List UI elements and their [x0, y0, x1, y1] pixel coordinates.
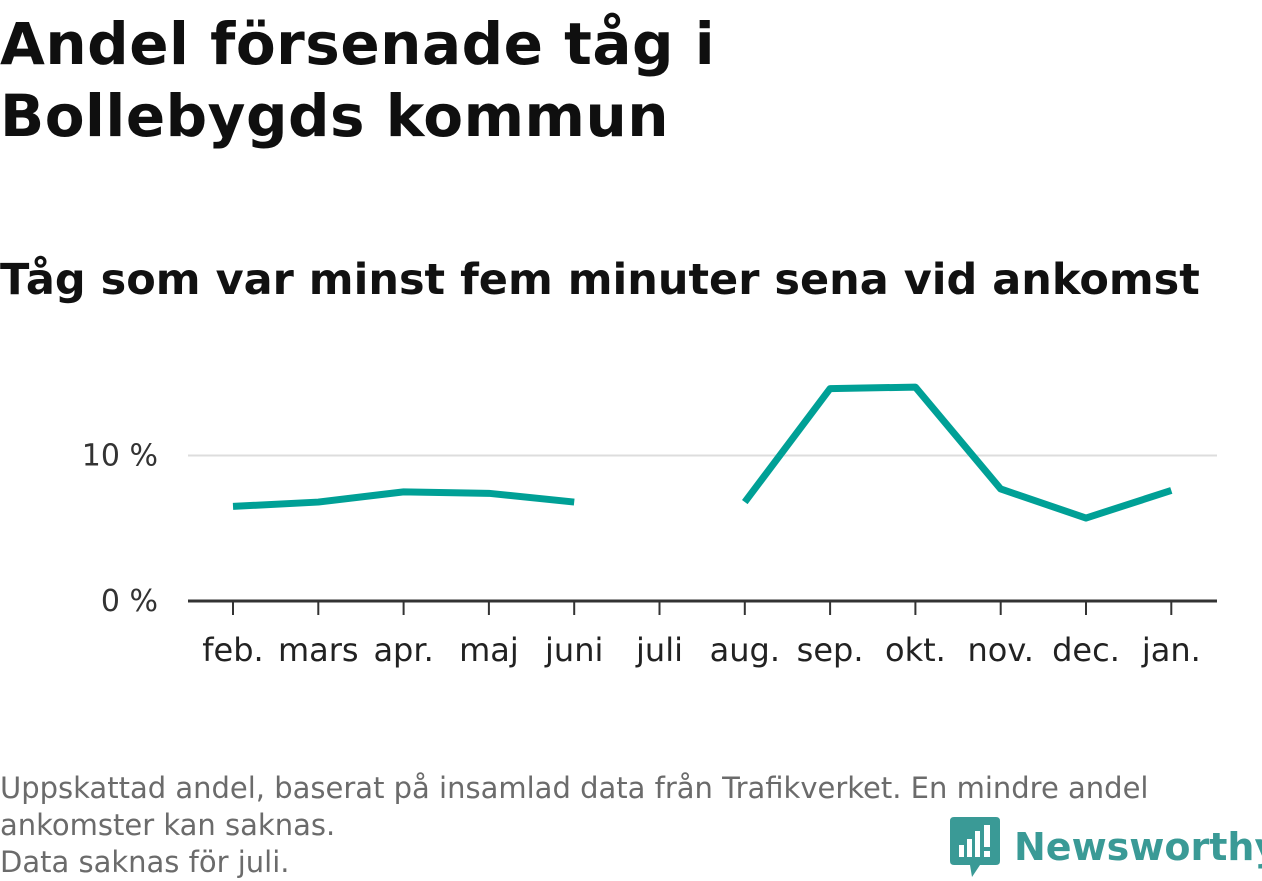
chart-title: Andel försenade tåg i Bollebygds kommun — [0, 10, 716, 150]
x-tick-label: aug. — [710, 631, 780, 669]
x-tick-label: mars — [278, 631, 359, 669]
brand-name: Newsworthy — [1014, 825, 1262, 869]
footnote: Uppskattad andel, baserat på insamlad da… — [0, 770, 1250, 881]
x-tick-label: maj — [459, 631, 519, 669]
x-tick-label: jan. — [1141, 631, 1201, 669]
x-tick-label: okt. — [885, 631, 946, 669]
newsworthy-brand: Newsworthy — [950, 815, 1262, 879]
footnote-line: ankomster kan saknas. — [0, 808, 336, 842]
line-chart: 0 % 10 % feb. mars apr. maj juni juli aug. sep. ok… — [82, 383, 1217, 669]
footnote-line: Data saknas för juli. — [0, 845, 290, 879]
y-tick-label: 10 % — [82, 439, 158, 474]
x-tick-label: apr. — [373, 631, 433, 669]
x-tick-label: sep. — [797, 631, 864, 669]
x-tick-label: dec. — [1052, 631, 1120, 669]
x-tick-label: juli — [635, 631, 683, 669]
x-tick-label: feb. — [202, 631, 263, 669]
y-tick-label: 0 % — [101, 584, 158, 619]
series-line — [742, 383, 1173, 522]
newsworthy-logo-icon — [950, 817, 1000, 877]
footnote-line: Uppskattad andel, baserat på insamlad da… — [0, 771, 1149, 805]
series-line — [232, 488, 575, 510]
x-tick-label: nov. — [967, 631, 1033, 669]
chart-subtitle: Tåg som var minst fem minuter sena vid a… — [0, 255, 1200, 305]
x-tick-label: juni — [544, 631, 603, 669]
